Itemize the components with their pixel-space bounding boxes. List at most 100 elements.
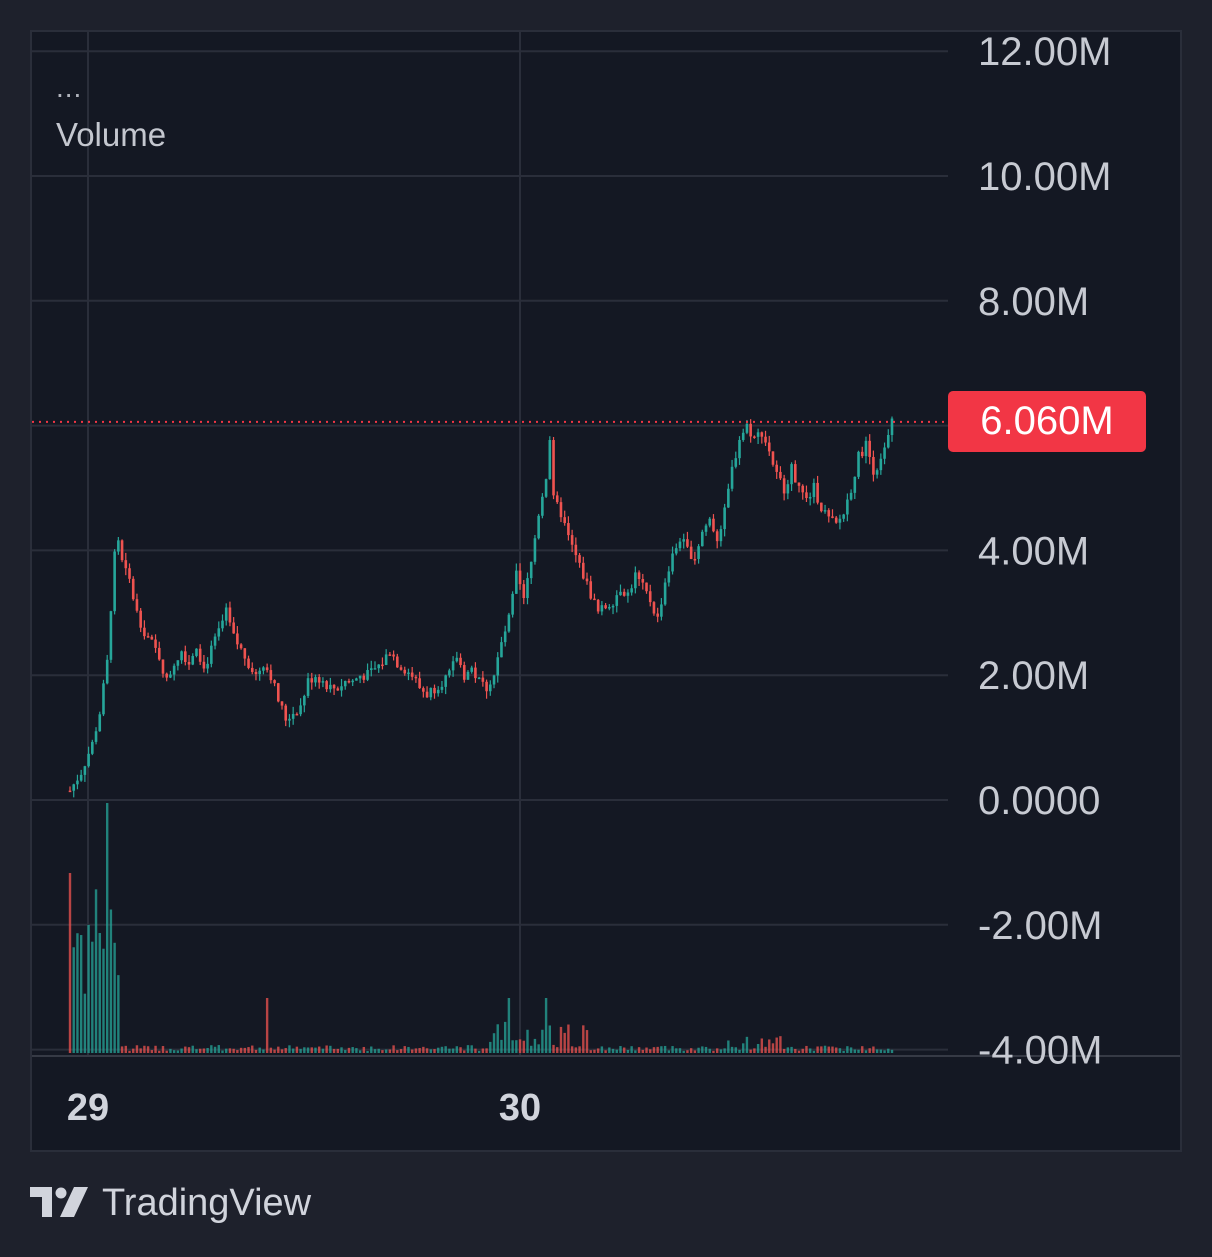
candle-body: [403, 669, 407, 674]
volume-bar: [797, 1050, 801, 1053]
volume-bar: [712, 1050, 715, 1053]
candles-layer: [68, 416, 894, 798]
candle-body: [608, 607, 611, 609]
candle-body: [224, 607, 228, 621]
candle-body: [492, 675, 496, 685]
candle-body: [228, 607, 232, 623]
candle-body: [236, 633, 239, 645]
volume-bar: [794, 1048, 797, 1053]
candle-body: [485, 681, 488, 692]
volume-bar: [760, 1038, 764, 1053]
volume-bar: [697, 1047, 700, 1053]
candle-body: [347, 680, 351, 683]
candle-body: [366, 670, 369, 680]
legend-menu-ellipsis[interactable]: ...: [56, 72, 83, 103]
volume-bar: [578, 1046, 581, 1053]
candle-body: [626, 592, 630, 596]
volume-bar: [678, 1048, 682, 1053]
volume-bar: [169, 1048, 172, 1053]
volume-bar: [210, 1045, 213, 1053]
volume-bar: [355, 1048, 358, 1053]
volume-bar: [403, 1046, 406, 1053]
volume-bar: [756, 1043, 760, 1053]
volume-bar: [738, 1049, 741, 1053]
volume-bar: [511, 1040, 514, 1053]
volume-bar: [526, 1029, 529, 1053]
volume-bar: [634, 1050, 637, 1053]
candle-body: [180, 651, 183, 661]
volume-bar: [280, 1049, 284, 1053]
volume-bar: [366, 1050, 369, 1053]
volume-bar: [820, 1046, 823, 1053]
volume-bar: [161, 1046, 165, 1053]
candle-body: [712, 518, 715, 532]
volume-bar: [745, 1036, 749, 1053]
volume-bar: [269, 1047, 273, 1053]
volume-bar: [675, 1048, 678, 1053]
y-tick-label: 2.00M: [978, 654, 1089, 698]
candle-body: [671, 553, 674, 572]
candle-body: [135, 599, 139, 611]
candle-body: [83, 766, 87, 775]
candle-body: [262, 667, 265, 671]
candle-body: [474, 667, 477, 679]
volume-bar: [608, 1047, 611, 1053]
candle-body: [143, 627, 146, 637]
volume-bar: [295, 1046, 299, 1053]
volume-bar: [76, 933, 79, 1053]
candle-body: [429, 687, 433, 698]
y-tick-label: -4.00M: [978, 1029, 1103, 1073]
volume-bar: [143, 1045, 146, 1053]
volume-bar: [388, 1049, 392, 1053]
last-price-label: 6.060M: [948, 391, 1146, 452]
volume-bar: [291, 1048, 295, 1053]
candle-body: [697, 546, 700, 559]
volume-bar: [689, 1048, 693, 1053]
candle-body: [864, 440, 868, 457]
volume-bar: [782, 1048, 786, 1053]
volume-bar: [730, 1046, 734, 1053]
candle-body: [414, 676, 418, 679]
volume-bar: [318, 1046, 321, 1053]
volume-bar: [165, 1050, 168, 1053]
volume-bar: [258, 1047, 261, 1053]
volume-bar: [652, 1047, 656, 1053]
candle-body: [548, 440, 552, 480]
candle-body: [91, 741, 94, 754]
volume-bar: [667, 1050, 671, 1053]
candle-body: [154, 639, 157, 648]
candle-body: [678, 541, 682, 549]
candle-body: [384, 654, 388, 665]
volume-bar: [742, 1043, 745, 1053]
y-tick-label: 0.0000: [978, 779, 1100, 823]
volume-bar: [113, 942, 116, 1053]
volume-bar: [265, 998, 269, 1053]
candle-body: [749, 423, 752, 437]
volume-bar: [879, 1049, 883, 1053]
volume-bar: [701, 1046, 704, 1053]
candle-body: [425, 691, 429, 698]
volume-bar: [459, 1047, 462, 1053]
volume-bar: [660, 1046, 663, 1053]
candle-body: [689, 546, 693, 559]
candle-body: [306, 678, 310, 696]
candle-body: [511, 593, 514, 615]
candle-body: [552, 440, 555, 496]
tradingview-logo-icon[interactable]: [30, 1185, 90, 1221]
candle-body: [730, 466, 734, 489]
candle-body: [701, 531, 704, 547]
candle-body: [314, 677, 317, 683]
volume-bar: [719, 1049, 723, 1053]
candle-body: [578, 555, 581, 563]
candle-body: [150, 636, 154, 640]
volume-bar: [823, 1045, 827, 1053]
candle-body: [481, 677, 485, 682]
volume-bar: [225, 1048, 228, 1053]
volume-bar: [184, 1046, 187, 1053]
candle-body: [544, 479, 548, 497]
tradingview-brand-text[interactable]: TradingView: [102, 1181, 312, 1224]
volume-bar: [727, 1040, 730, 1053]
volume-bar: [593, 1049, 596, 1053]
candle-body: [611, 605, 615, 608]
